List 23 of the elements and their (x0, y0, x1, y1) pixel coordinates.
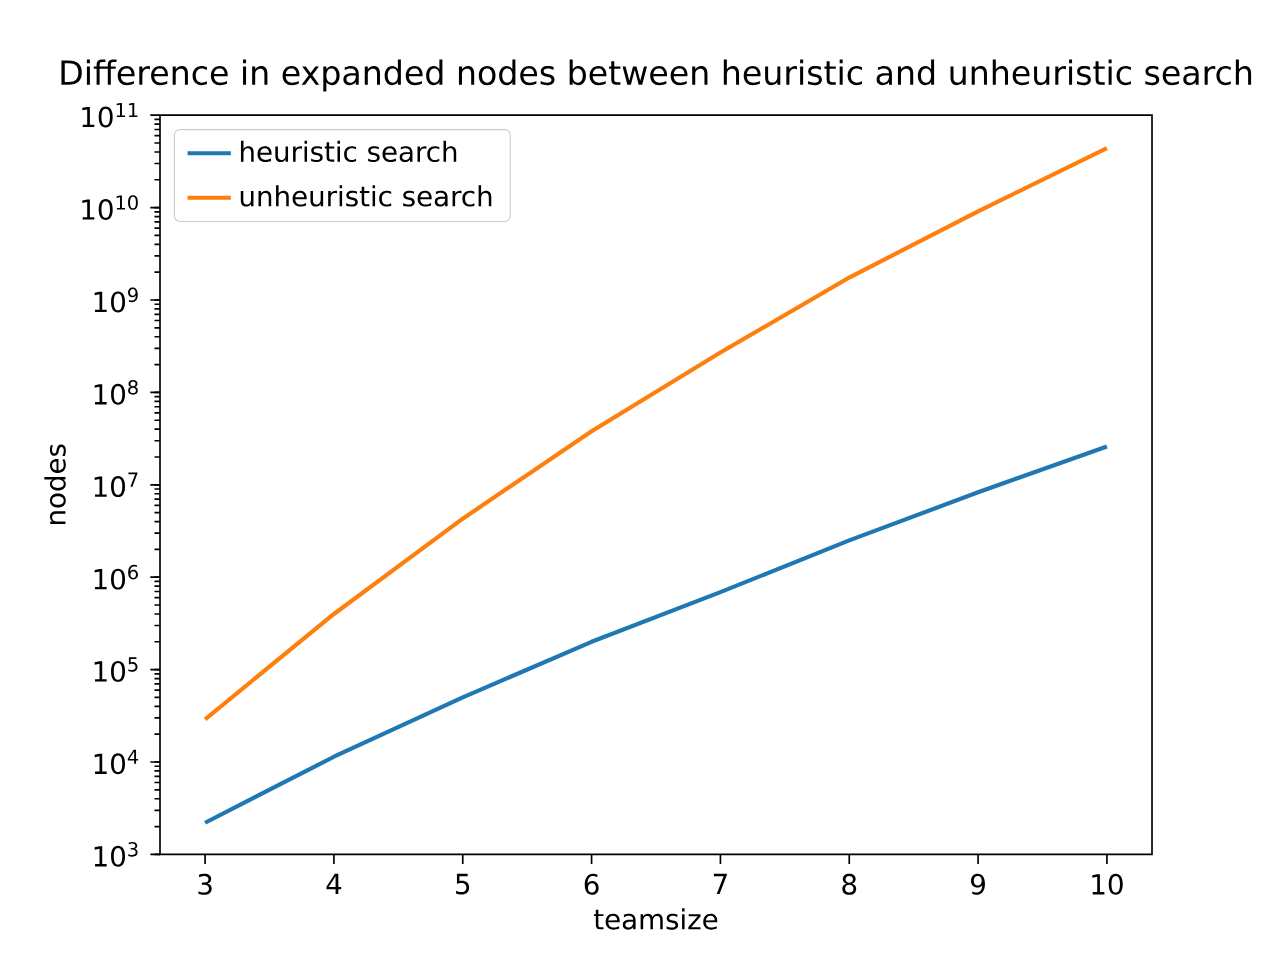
y-tick-label: 10$^{9}$ (94, 287, 138, 313)
x-tick-label: 7 (713, 873, 727, 895)
x-tick-label: 3 (198, 873, 212, 895)
x-tick-label: 8 (842, 873, 857, 895)
legend-label: heuristic search (240, 140, 457, 163)
line-series (203, 444, 1109, 825)
y-tick-label: 10$^{3}$ (94, 842, 138, 867)
x-tick-label: 5 (456, 873, 470, 895)
x-tick-label: 6 (584, 873, 599, 895)
y-tick-label: 10$^{6}$ (94, 564, 138, 590)
x-axis-title: teamsize (594, 908, 718, 930)
x-tick-label: 4 (326, 873, 342, 895)
y-tick-label: 10$^{10}$ (82, 195, 138, 220)
y-tick-label: 10$^{7}$ (94, 472, 138, 498)
y-tick-label: 10$^{11}$ (82, 102, 138, 128)
x-tick-label: 10 (1092, 873, 1123, 895)
y-axis-title: nodes (44, 444, 66, 525)
x-tick-label: 9 (971, 873, 985, 895)
chart-title: Difference in expanded nodes between heuristic and unheuristic search (61, 59, 1252, 92)
legend-label: unheuristic search (240, 185, 492, 207)
y-tick-label: 10$^{8}$ (94, 380, 138, 405)
y-tick-label: 10$^{4}$ (94, 749, 139, 775)
y-tick-label: 10$^{5}$ (94, 657, 138, 682)
